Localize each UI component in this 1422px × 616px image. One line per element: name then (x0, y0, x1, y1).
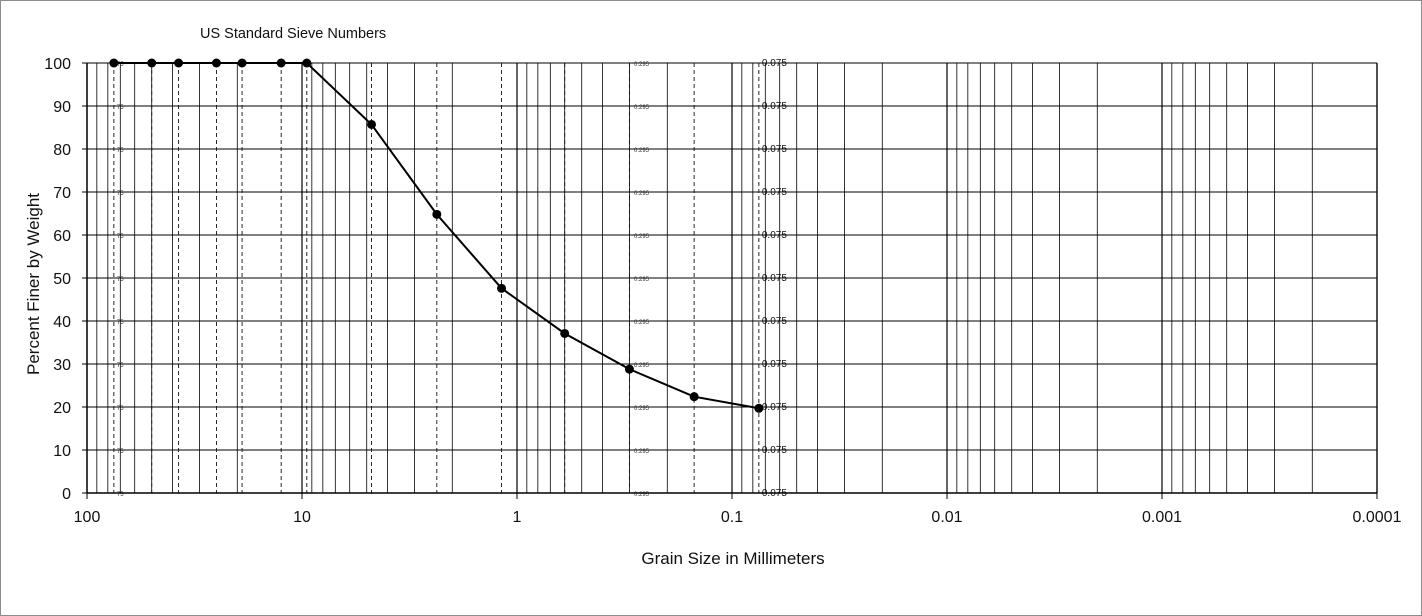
chart-text: US Standard Sieve Numbers Grain Size in … (24, 26, 825, 568)
y-tick-label: 60 (53, 228, 71, 245)
chart-title: US Standard Sieve Numbers (200, 26, 386, 42)
data-point (237, 58, 247, 68)
reference-label: 75 (117, 406, 124, 412)
y-tick-label: 20 (53, 400, 71, 417)
sieve-lines (113, 63, 760, 493)
x-tick-label: 100 (74, 509, 101, 526)
reference-label: 0.295 (634, 449, 650, 455)
reference-label: 0.075 (762, 187, 787, 198)
data-point (211, 58, 221, 68)
reference-label: 0.295 (634, 148, 650, 154)
data-point (147, 58, 157, 68)
x-tick-label: 1 (513, 509, 522, 526)
reference-label: 0.295 (634, 492, 650, 498)
data-point (276, 58, 286, 68)
x-tick-label: 10 (293, 509, 311, 526)
y-tick-label: 50 (53, 271, 71, 288)
y-tick-label: 100 (44, 56, 71, 73)
data-point (432, 209, 442, 219)
data-point (624, 364, 634, 374)
y-tick-label: 10 (53, 443, 71, 460)
data-point (497, 283, 507, 293)
reference-label: 0.295 (634, 191, 650, 197)
reference-label: 0.295 (634, 277, 650, 283)
reference-label: 75 (117, 449, 124, 455)
reference-label: 0.075 (762, 402, 787, 413)
reference-label: 0.075 (762, 58, 787, 69)
reference-label: 0.295 (634, 363, 650, 369)
x-tick-label: 0.001 (1142, 509, 1182, 526)
reference-label: 75 (117, 492, 124, 498)
reference-label: 75 (117, 320, 124, 326)
y-tick-label: 90 (53, 99, 71, 116)
y-tick-label: 70 (53, 185, 71, 202)
data-point (109, 58, 119, 68)
data-point (174, 58, 184, 68)
reference-label: 75 (117, 148, 124, 154)
y-tick-label: 80 (53, 142, 71, 159)
axes: 0 10 20 30 40 50 60 70 80 90 100 100 10 1 0.1 0.01 0.001… (44, 56, 1401, 526)
data-series (109, 58, 764, 413)
y-axis-label: Percent Finer by Weight (24, 193, 43, 375)
reference-label: 0.075 (762, 445, 787, 456)
data-point (367, 119, 377, 129)
reference-label: 0.075 (762, 359, 787, 370)
reference-label: 0.295 (634, 62, 650, 68)
reference-label: 75 (117, 363, 124, 369)
data-point (302, 58, 312, 68)
x-tick-label: 0.1 (721, 509, 743, 526)
y-tick-label: 30 (53, 357, 71, 374)
x-tick-label: 0.0001 (1353, 509, 1402, 526)
data-point (560, 328, 570, 338)
reference-label: 0.295 (634, 105, 650, 111)
x-axis-label: Grain Size in Millimeters (641, 549, 824, 568)
data-point (689, 392, 699, 402)
y-tick-label: 40 (53, 314, 71, 331)
y-tick-label: 0 (62, 486, 71, 503)
reference-label: 0.075 (762, 273, 787, 284)
reference-label: 75 (117, 105, 124, 111)
reference-label: 0.075 (762, 144, 787, 155)
reference-label: 75 (117, 62, 124, 68)
data-point (754, 403, 764, 413)
reference-label: 0.295 (634, 320, 650, 326)
x-tick-label: 0.01 (931, 509, 962, 526)
reference-label: 75 (117, 277, 124, 283)
reference-label: 0.295 (634, 406, 650, 412)
reference-label: 75 (117, 191, 124, 197)
reference-label: 0.295 (634, 234, 650, 240)
reference-label: 0.075 (762, 316, 787, 327)
gridlines (87, 62, 1378, 494)
reference-label: 0.075 (762, 230, 787, 241)
reference-label: 0.075 (762, 101, 787, 112)
reference-label: 75 (117, 234, 124, 240)
series-line (113, 62, 760, 410)
